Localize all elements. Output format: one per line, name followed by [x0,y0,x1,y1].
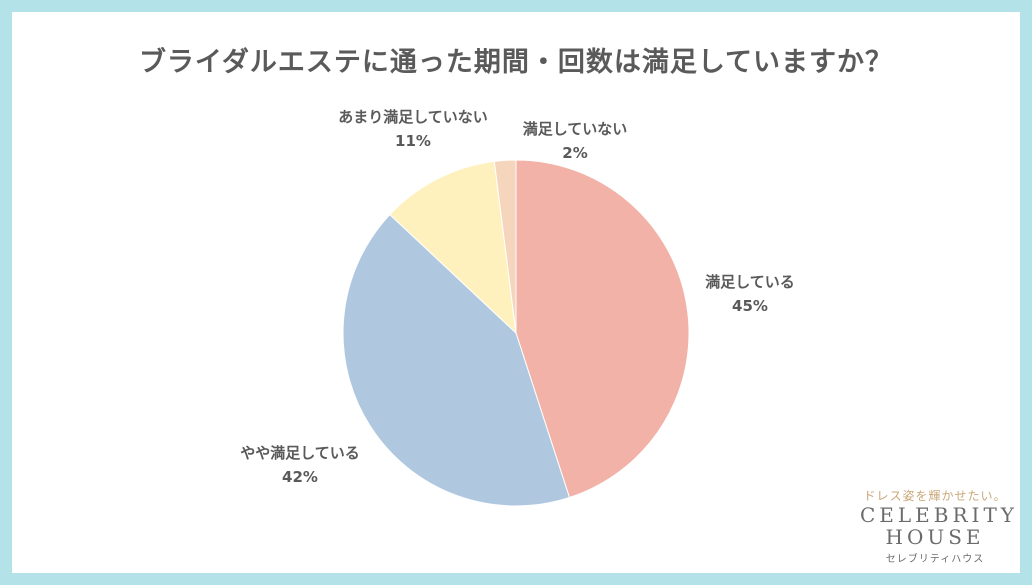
slice-pct-text: 42% [282,468,318,486]
slice-label-satisfied: 満足している 45% [690,270,810,318]
slice-label-not-very-satisfied: あまり満足していない 11% [323,105,503,153]
slice-label-text: 満足している [705,273,795,291]
brand-logo: ドレス姿を輝かせたい。 CELEBRITY HOUSE セレブリティハウス [860,487,1018,565]
pie-slice-3 [493,159,517,334]
slice-label-not-satisfied: 満足していない 2% [510,117,640,165]
slice-label-somewhat-satisfied: やや満足している 42% [225,441,375,489]
brand-name-line1: CELEBRITY [860,503,1018,527]
brand-tagline: ドレス姿を輝かせたい。 [863,489,1007,503]
brand-name-line2: HOUSE [885,525,985,549]
brand-kana: セレブリティハウス [885,554,985,565]
pie-slice-1 [342,213,571,507]
slice-pct-text: 11% [395,132,431,150]
pie-slice-2 [389,160,517,335]
slice-pct-text: 2% [562,144,588,162]
slice-label-text: やや満足している [240,444,360,462]
pie-slice-0 [515,159,690,499]
slice-pct-text: 45% [732,297,768,315]
slice-label-text: あまり満足していない [338,108,488,126]
slice-label-text: 満足していない [522,120,628,138]
chart-title: ブライダルエステに通った期間・回数は満足していますか？ [138,47,894,78]
